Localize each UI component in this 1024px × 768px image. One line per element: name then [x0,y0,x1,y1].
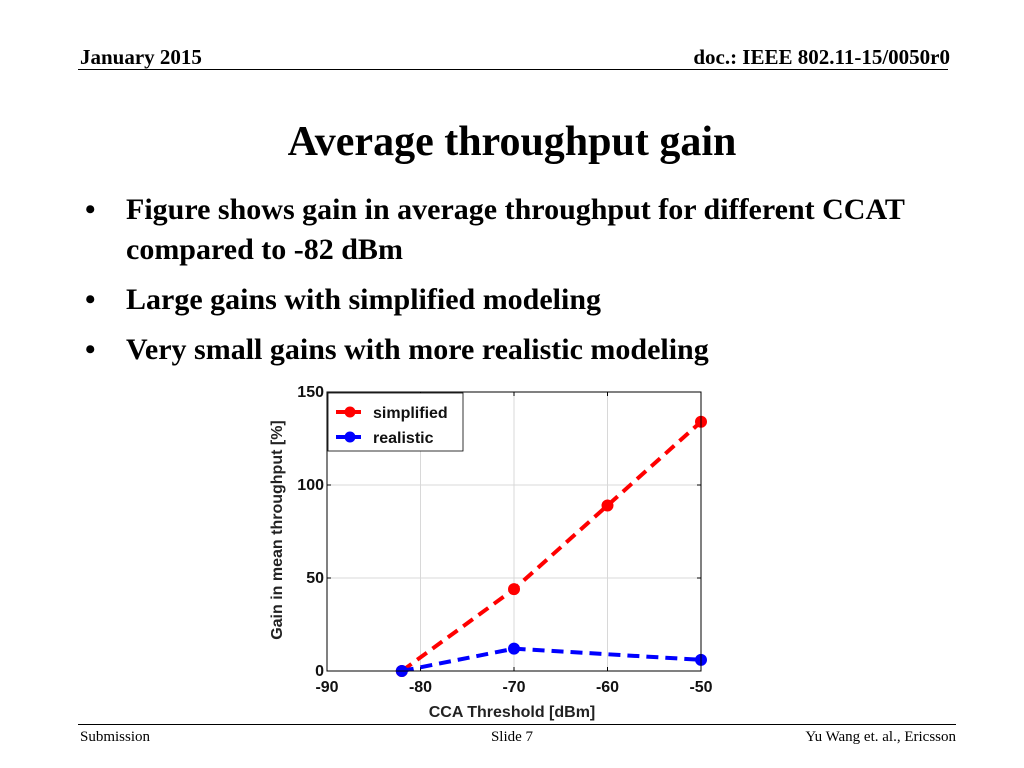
footer-author: Yu Wang et. al., Ericsson [805,729,956,745]
bullet-dot-icon: • [85,333,96,366]
x-tick-label: -90 [315,679,338,696]
legend-marker-simplified [344,406,356,418]
y-axis-label: Gain in mean throughput [%] [269,420,286,640]
bullet-text: Very small gains with more realistic mod… [126,333,709,366]
chart-ticks: -90 -80 -70 -60 -50 0 50 100 150 [297,384,712,696]
legend-label-realistic: realistic [373,430,434,447]
header-doc-id: doc.: IEEE 802.11-15/0050r0 [693,45,950,69]
y-tick-label: 100 [297,477,324,494]
y-tick-label: 150 [297,384,324,401]
chart-series [395,415,707,677]
bullet-text: Figure shows gain in average throughput … [126,193,905,266]
plot-frame [326,391,702,672]
bullet-text: Large gains with simplified modeling [126,283,602,316]
slide-title: Average throughput gain [287,119,737,165]
y-tick-label: 50 [306,570,324,587]
footer-slide-number: Slide 7 [490,729,534,745]
bullet-item: • Large gains with simplified modeling [85,280,945,320]
data-point-simplified [508,583,520,596]
bullet-list: • Figure shows gain in average throughput… [85,190,945,380]
legend-label-simplified: simplified [373,405,448,422]
bullet-item: • Figure shows gain in average throughput… [85,190,945,270]
series-line-simplified [400,420,703,673]
data-point-realistic [508,642,520,655]
data-point-simplified [601,499,614,512]
bullet-dot-icon: • [85,193,96,226]
x-tick-label: -50 [689,679,712,696]
x-tick-label: -70 [502,679,525,696]
header-date: January 2015 [80,45,202,69]
footer-submission: Submission [80,729,151,745]
chart-legend: simplified realistic [327,392,464,452]
bullet-item: • Very small gains with more realistic mo… [85,330,945,370]
x-tick-label: -80 [409,679,432,696]
x-tick-label: -60 [596,679,619,696]
header-rule [78,69,948,70]
y-tick-label: 0 [315,663,324,680]
x-axis-label: CCA Threshold [dBm] [429,704,596,721]
bullet-dot-icon: • [85,283,96,316]
footer-rule [78,724,956,725]
series-line-realistic [401,646,702,673]
legend-marker-realistic [344,431,356,443]
